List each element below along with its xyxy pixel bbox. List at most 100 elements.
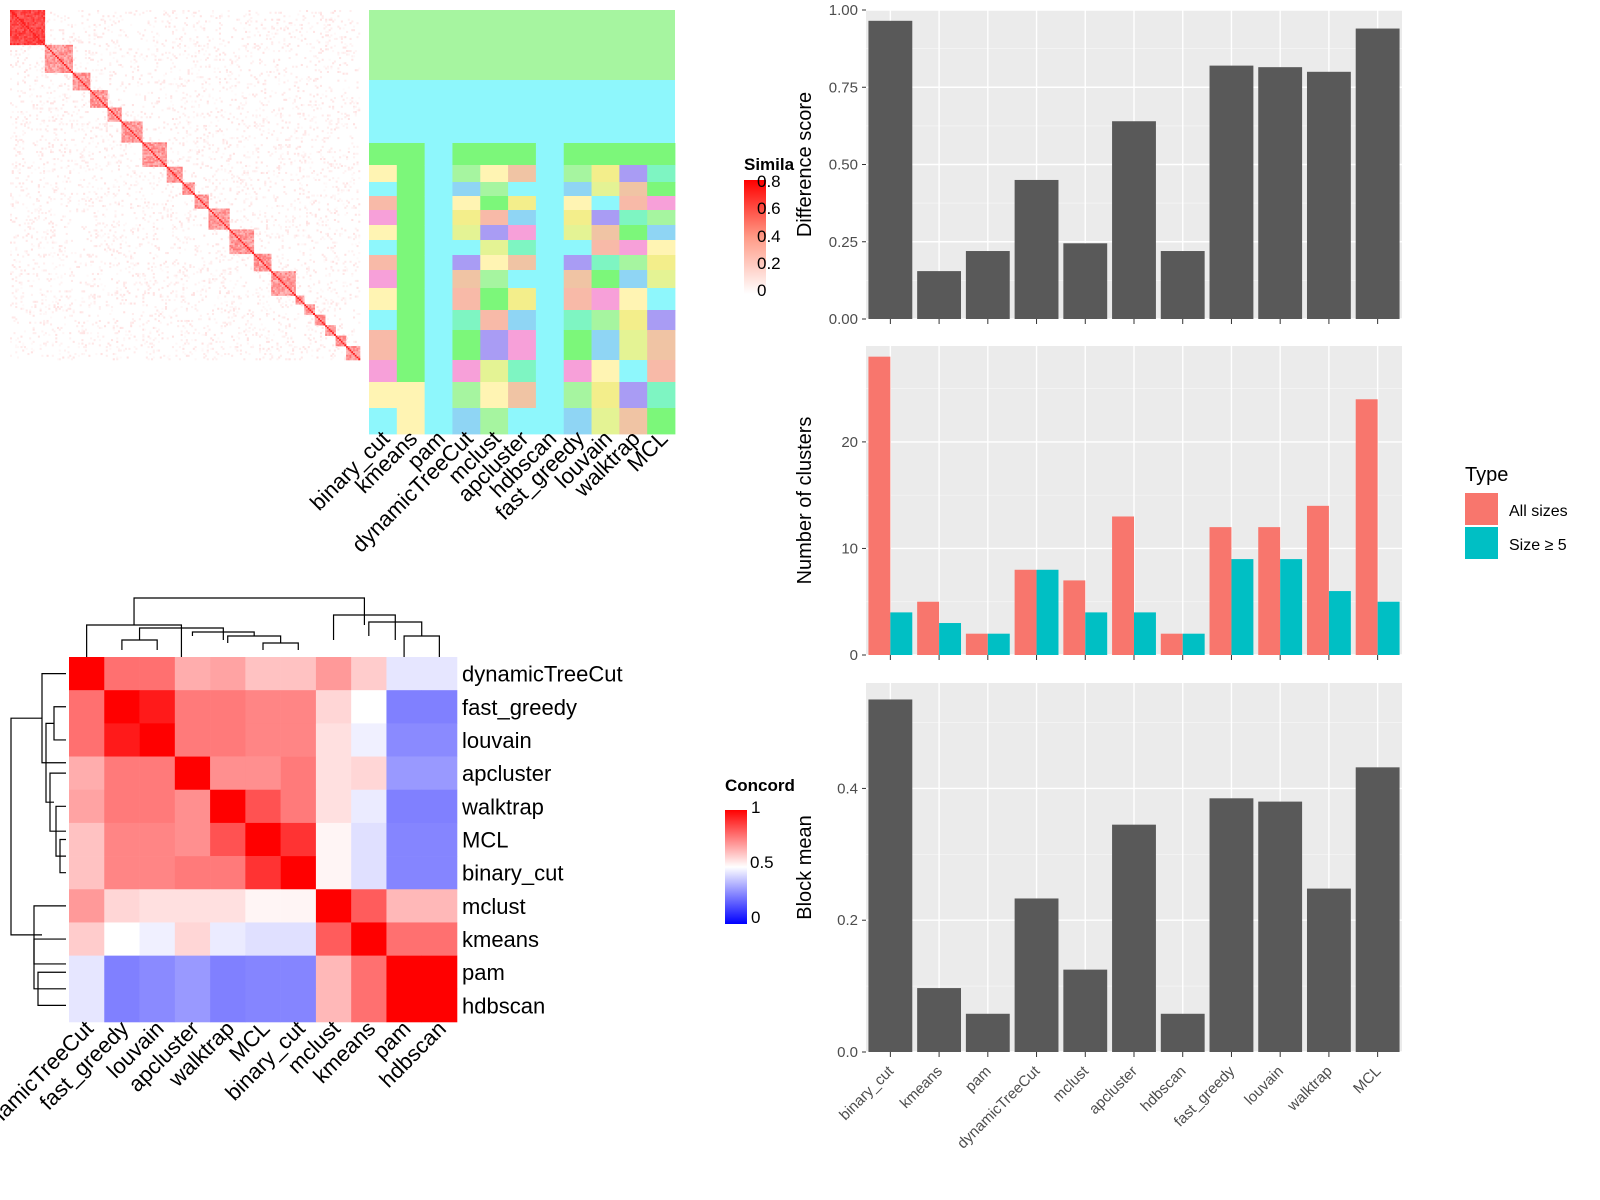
similarity-cell xyxy=(246,111,249,114)
similarity-cell xyxy=(50,213,53,216)
similarity-cell xyxy=(213,102,216,105)
similarity-cell xyxy=(205,50,208,53)
similarity-cell xyxy=(112,140,115,143)
similarity-cell xyxy=(306,236,309,239)
similarity-cell xyxy=(354,234,357,237)
similarity-cell xyxy=(25,194,28,197)
similarity-cell xyxy=(142,34,145,37)
similarity-cell xyxy=(213,222,216,225)
similarity-cell xyxy=(332,20,335,23)
similarity-cell xyxy=(65,51,68,54)
similarity-cell xyxy=(346,72,349,75)
similarity-cell xyxy=(43,253,46,256)
similarity-cell xyxy=(332,250,335,253)
similarity-cell xyxy=(116,112,119,115)
similarity-cell xyxy=(55,185,58,188)
similarity-cell xyxy=(316,57,319,60)
similarity-cell xyxy=(30,30,33,33)
similarity-cell xyxy=(182,29,185,32)
similarity-cell xyxy=(347,184,350,187)
similarity-cell xyxy=(156,152,159,155)
similarity-cell xyxy=(220,218,223,221)
similarity-cell xyxy=(285,70,288,73)
similarity-cell xyxy=(62,192,65,195)
similarity-cell xyxy=(22,133,25,136)
similarity-cell xyxy=(311,11,314,14)
similarity-cell xyxy=(194,203,197,206)
similarity-cell xyxy=(337,53,340,56)
similarity-cell xyxy=(44,46,47,49)
similarity-cell xyxy=(196,114,199,117)
similarity-cell xyxy=(358,252,361,255)
similarity-cell xyxy=(95,105,98,108)
similarity-cell xyxy=(306,215,309,218)
similarity-cell xyxy=(304,243,307,246)
similarity-cell xyxy=(170,83,173,86)
similarity-cell xyxy=(114,46,117,49)
similarity-cell xyxy=(147,206,150,209)
similarity-cell xyxy=(37,29,40,32)
similarity-cell xyxy=(100,187,103,190)
similarity-cell xyxy=(265,116,269,119)
similarity-cell xyxy=(53,90,56,93)
similarity-cell xyxy=(60,57,63,60)
similarity-cell xyxy=(243,229,246,232)
similarity-cell xyxy=(325,41,328,44)
similarity-cell xyxy=(145,164,148,168)
similarity-cell xyxy=(227,81,230,84)
similarity-cell xyxy=(22,203,25,206)
similarity-cell xyxy=(302,154,305,157)
similarity-cell xyxy=(271,206,274,209)
similarity-cell xyxy=(63,131,67,134)
similarity-cell xyxy=(22,164,25,168)
similarity-cell xyxy=(48,170,51,173)
similarity-cell xyxy=(210,260,213,263)
similarity-cell xyxy=(211,11,215,14)
similarity-cell xyxy=(30,32,33,35)
similarity-cell xyxy=(51,234,54,237)
similarity-cell xyxy=(69,149,72,152)
similarity-cell xyxy=(154,158,157,161)
similarity-cell xyxy=(83,227,86,230)
similarity-cell xyxy=(177,84,180,87)
similarity-cell xyxy=(111,116,114,119)
similarity-cell xyxy=(114,114,117,117)
similarity-cell xyxy=(187,121,190,124)
similarity-cell xyxy=(60,250,63,253)
similarity-cell xyxy=(236,238,239,241)
similarity-cell xyxy=(354,114,357,117)
similarity-cell xyxy=(164,159,168,162)
similarity-cell xyxy=(265,37,269,40)
similarity-cell xyxy=(37,206,40,209)
similarity-cell xyxy=(138,126,141,129)
similarity-cell xyxy=(264,246,267,249)
similarity-cell xyxy=(187,123,190,126)
similarity-cell xyxy=(156,151,159,154)
similarity-cell xyxy=(312,128,316,131)
similarity-cell xyxy=(203,27,206,30)
similarity-cell xyxy=(166,210,169,213)
similarity-cell xyxy=(53,168,56,171)
similarity-cell xyxy=(302,133,305,136)
similarity-cell xyxy=(41,60,44,63)
similarity-cell xyxy=(302,104,305,107)
similarity-cell xyxy=(302,114,305,117)
similarity-cell xyxy=(302,229,305,232)
similarity-cell xyxy=(347,201,350,204)
similarity-cell xyxy=(330,119,333,122)
similarity-cell xyxy=(51,158,54,161)
similarity-cell xyxy=(356,191,359,194)
similarity-cell xyxy=(58,53,61,56)
similarity-cell xyxy=(246,171,249,174)
similarity-cell xyxy=(177,44,180,47)
similarity-cell xyxy=(208,144,211,147)
similarity-cell xyxy=(307,191,310,194)
similarity-cell xyxy=(83,74,86,77)
similarity-cell xyxy=(229,229,232,232)
similarity-cell xyxy=(340,51,343,54)
similarity-cell xyxy=(121,112,124,115)
similarity-cell xyxy=(37,13,40,16)
similarity-cell xyxy=(196,124,199,127)
similarity-cell xyxy=(339,57,342,60)
similarity-cell xyxy=(111,30,114,33)
